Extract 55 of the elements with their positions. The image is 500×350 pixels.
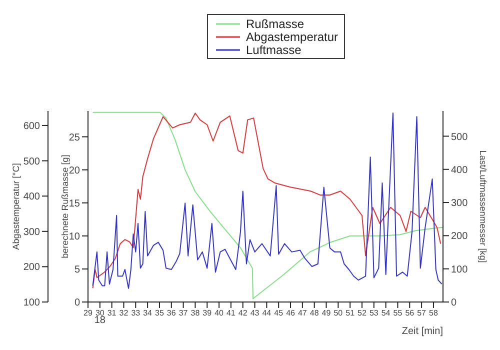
y2-tick-label: 25 (68, 132, 80, 144)
x-axis-title: Zeit [min] (402, 326, 444, 337)
x-tick-label: 46 (286, 308, 296, 318)
x-tick-label: 43 (250, 308, 260, 318)
y3-tick-label: 400 (451, 164, 468, 176)
y3-tick-label: 300 (451, 198, 468, 210)
x-tick-label: 31 (107, 308, 117, 318)
x-tick-label: 49 (322, 308, 332, 318)
legend-label: Rußmasse (246, 16, 304, 30)
text: 18 (94, 315, 106, 326)
y3-tick-label: 0 (451, 298, 457, 309)
x-tick-label: 54 (381, 308, 391, 318)
y-tick-label: 100 (23, 298, 40, 309)
x-tick-label: 52 (358, 308, 367, 318)
y2-tick-label: 0 (74, 298, 80, 309)
x-tick-label: 40 (214, 308, 224, 318)
x-tick-label: 50 (334, 308, 344, 318)
y3-tick-label: 100 (451, 264, 468, 276)
y-tick-label: 600 (23, 121, 40, 132)
x-tick-label: 55 (393, 308, 403, 318)
legend-label: Luftmasse (246, 42, 302, 56)
x-tick-label: 35 (155, 308, 164, 318)
legend-label: Abgastemperatur (246, 30, 338, 44)
x-tick-label: 34 (143, 308, 153, 318)
y3-tick-label: 200 (451, 231, 468, 242)
x-tick-label: 58 (429, 308, 438, 318)
x-tick-label: 44 (262, 308, 272, 318)
x-tick-label: 56 (405, 308, 415, 318)
y2-axis-title: berechnete Rußmasse [g] (60, 154, 70, 258)
x-tick-label: 37 (178, 308, 188, 318)
x-tick-label: 33 (131, 308, 141, 318)
y2-tick-label: 20 (68, 165, 80, 176)
x-tick-label: 41 (226, 308, 236, 318)
x-tick-label: 45 (274, 308, 284, 318)
y-tick-label: 300 (23, 226, 40, 238)
x-tick-label: 48 (310, 308, 320, 318)
y2-tick-label: 10 (68, 231, 80, 242)
x-tick-label: 42 (238, 308, 248, 318)
y-tick-label: 200 (23, 262, 40, 274)
x-tick-label: 29 (84, 308, 93, 318)
y-tick-label: 500 (23, 156, 40, 168)
x-tick-label: 53 (369, 308, 379, 318)
x-tick-label: 32 (119, 308, 129, 318)
x-tick-label: 47 (298, 308, 308, 318)
x-tick-label: 36 (166, 308, 176, 318)
y2-tick-label: 5 (74, 264, 80, 276)
y-tick-label: 400 (23, 192, 40, 203)
x-tick-label: 39 (202, 308, 212, 318)
y3-tick-label: 500 (451, 132, 468, 143)
y-axis-title: Abgastemperatur [°C] (11, 163, 22, 250)
x-tick-label: 38 (190, 308, 200, 318)
x-tick-label: 57 (417, 308, 427, 318)
y3-axis-title: Last/Luftmassenmesser [kg] (478, 150, 488, 263)
x-tick-label: 51 (346, 308, 356, 318)
y2-tick-label: 15 (68, 198, 80, 210)
